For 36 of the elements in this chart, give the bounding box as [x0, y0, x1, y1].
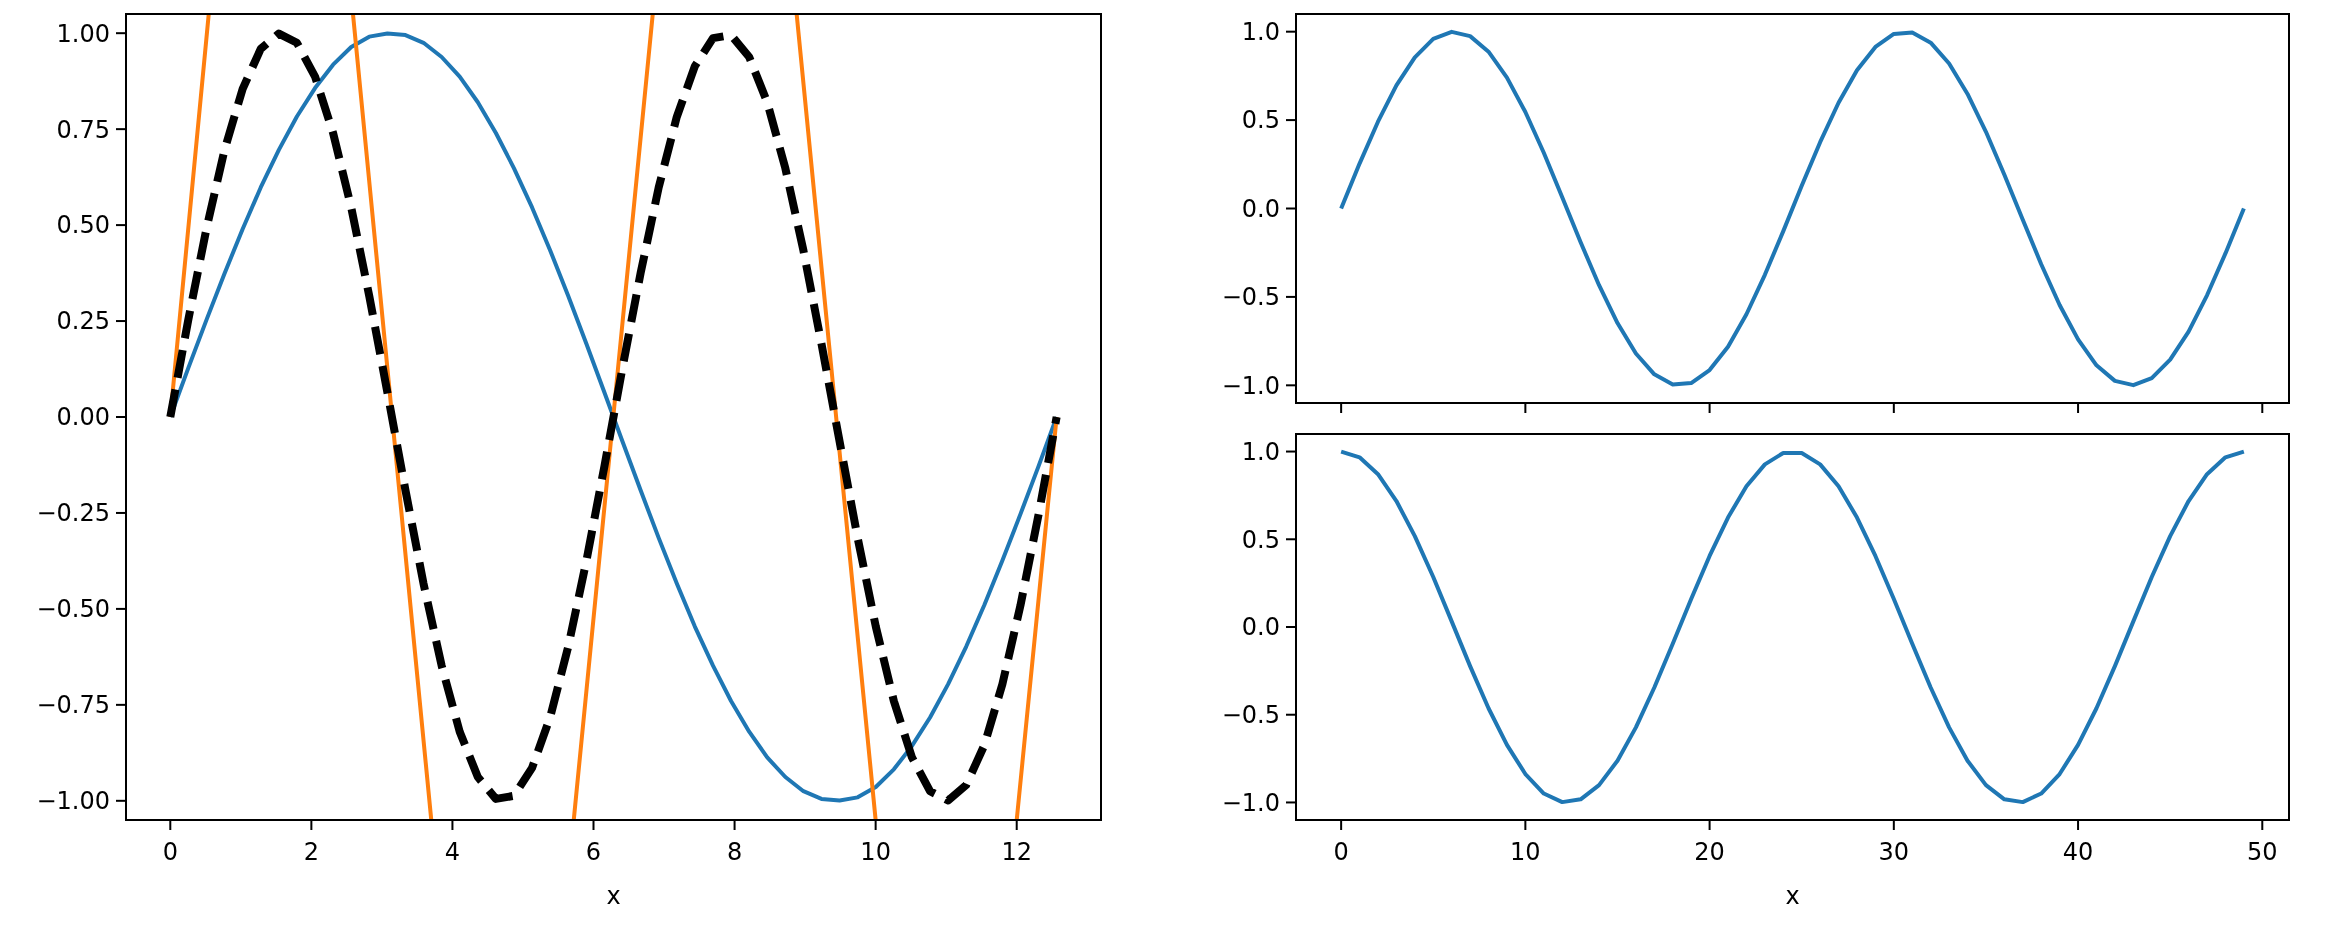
y-tick-label: −0.75	[36, 691, 110, 720]
x-axis-title: x	[606, 882, 621, 910]
x-axis-title: x	[1785, 882, 1800, 910]
y-tick-label: 0.5	[1241, 106, 1280, 135]
x-tick-label: 0	[162, 838, 178, 866]
x-tick-label: 0	[1333, 838, 1349, 866]
x-tick-label: 40	[2062, 838, 2094, 866]
y-tick-label: −1.0	[1221, 371, 1280, 400]
y-tick-label: −0.5	[1221, 701, 1280, 730]
line-series	[1339, 29, 2246, 388]
x-tick-label: 20	[1694, 838, 1725, 866]
y-tick-label: −1.0	[1221, 788, 1280, 817]
y-tick-label: 0.0	[1241, 194, 1280, 223]
x-tick-label: 30	[1878, 838, 1910, 866]
y-tick-label: 0.5	[1241, 525, 1280, 554]
line-series	[1339, 449, 2246, 805]
x-tick-label: 12	[1001, 838, 1032, 866]
y-tick-label: 0.75	[56, 115, 110, 144]
y-tick-label: 0.00	[56, 403, 110, 432]
x-tick-label: 2	[303, 838, 320, 866]
y-tick-label: 1.0	[1241, 437, 1280, 466]
y-tick-label: −0.25	[36, 499, 110, 528]
x-tick-label: 4	[444, 838, 461, 866]
y-tick-label: 0.0	[1241, 613, 1280, 642]
x-tick-label: 50	[2247, 838, 2278, 866]
y-tick-label: 1.00	[56, 19, 110, 48]
y-tick-label: −1.00	[36, 787, 110, 816]
y-tick-label: 0.50	[56, 211, 110, 240]
x-tick-label: 8	[726, 838, 743, 866]
y-tick-label: −0.50	[36, 595, 110, 624]
y-tick-label: 0.25	[56, 307, 110, 336]
x-tick-label: 10	[860, 838, 891, 866]
y-tick-label: 1.0	[1241, 18, 1280, 47]
y-tick-label: −0.5	[1221, 283, 1280, 312]
x-tick-label: 10	[1510, 838, 1541, 866]
x-tick-label: 6	[585, 838, 602, 866]
